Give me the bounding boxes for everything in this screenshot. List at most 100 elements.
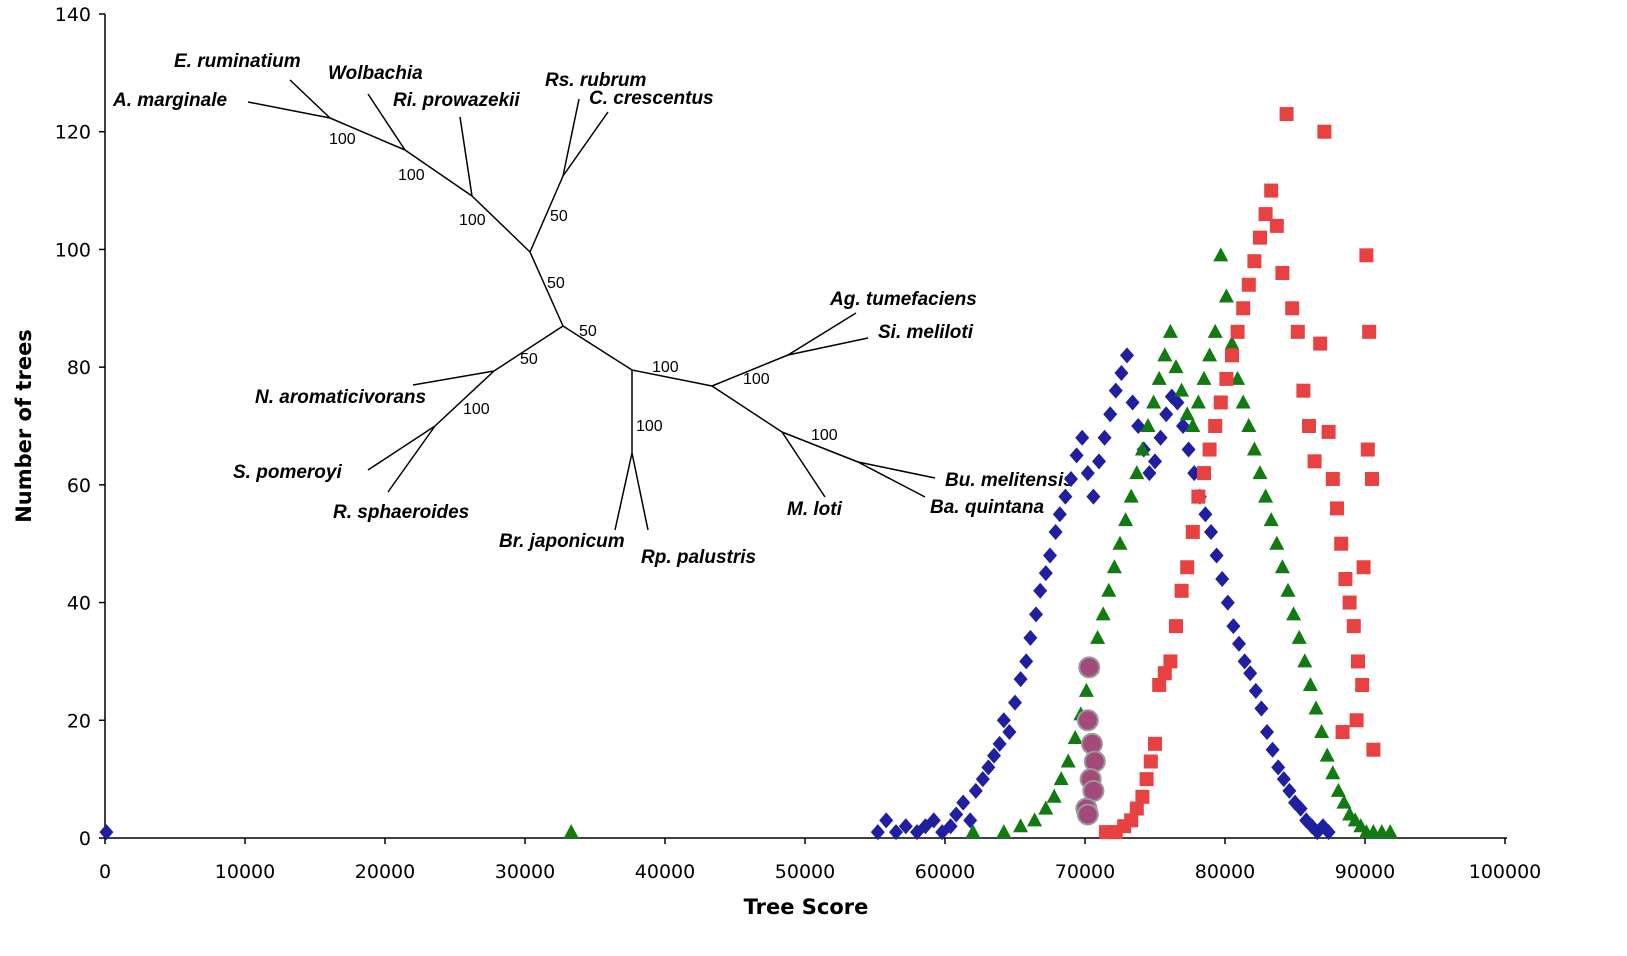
taxon-label: C. crescentus [589,88,714,109]
data-point [1129,465,1145,480]
data-point [1081,732,1103,755]
data-point [1204,523,1218,540]
data-point [1076,803,1099,826]
data-point [1157,347,1173,362]
data-point [1241,418,1257,432]
data-point [943,818,958,835]
x-axis-title: Tree Score [744,895,869,919]
data-point [1140,418,1156,432]
data-point [879,812,894,829]
data-point [1146,394,1162,409]
series-square [1099,107,1381,840]
data-point [889,824,903,841]
data-point [1170,394,1185,411]
data-point [1135,789,1150,804]
y-ticks: 0 20 40 60 80 100 120 140 [55,4,105,850]
data-point [1235,394,1251,409]
data-point [1213,395,1228,410]
data-point [1097,429,1112,446]
data-point [1053,771,1069,786]
data-point [1336,794,1352,809]
data-point [1325,765,1341,780]
data-point [1271,759,1286,776]
data-point [1365,471,1379,486]
data-point [1241,277,1256,292]
data-point [1307,454,1322,469]
data-point [1023,629,1038,646]
data-point [968,782,983,799]
data-point [1237,653,1252,670]
series-diamond [99,347,1336,841]
data-point [1033,582,1048,599]
series-circle [1075,656,1106,826]
y-tick-label: 60 [67,475,91,497]
bootstrap-label: 100 [463,401,490,418]
data-point [1226,618,1241,635]
data-point [1342,595,1357,610]
data-point [1134,441,1150,456]
x-tick-label: 70000 [1055,861,1115,883]
data-point [1029,606,1043,623]
taxon-label: S. pomeroyi [233,462,342,483]
data-point [1052,506,1067,523]
data-point [1254,700,1269,717]
x-ticks: 0 10000 20000 30000 40000 50000 60000 70000 8000… [99,838,1541,883]
data-point [1139,772,1154,787]
data-point [1264,183,1279,198]
data-point [1279,107,1294,122]
data-point [1317,124,1332,139]
data-point [949,806,964,823]
data-point [1101,582,1117,597]
data-point [1209,547,1224,564]
data-point [1174,382,1190,397]
x-tick-label: 80000 [1195,861,1255,883]
data-point [1067,729,1083,744]
data-point [1043,547,1057,564]
data-point [1382,824,1398,839]
bootstrap-label: 50 [520,351,538,368]
tree-branches [247,79,936,531]
taxon-label: Ag. tumefaciens [829,289,977,310]
data-point [1290,324,1305,339]
taxon-label: Si. meliloti [878,322,974,343]
data-point [1247,254,1262,269]
data-point [1027,812,1043,827]
data-point [1163,654,1178,669]
data-point [1196,370,1212,385]
data-point [1338,572,1353,587]
data-point [1174,583,1189,598]
taxon-label: N. aromaticivorans [255,387,426,408]
data-point [965,824,981,839]
data-point [1013,671,1028,688]
data-point [1152,677,1167,692]
data-point [996,824,1012,839]
data-point [1346,619,1361,634]
data-point [1008,694,1022,711]
data-point [1302,419,1316,433]
bootstrap-label: 100 [398,167,425,184]
data-point [975,771,990,788]
data-point [1038,565,1053,582]
data-point [1092,453,1106,470]
data-point [1276,771,1291,788]
x-tick-label: 100000 [1469,861,1542,883]
y-tick-label: 40 [67,593,91,615]
data-point [1075,429,1090,446]
data-point [1248,682,1263,699]
data-point [1275,265,1290,280]
y-tick-label: 80 [67,357,91,379]
data-point [1060,753,1076,768]
data-point [1180,560,1195,575]
data-point [1191,489,1206,504]
data-point [1293,800,1308,817]
data-point [1260,724,1274,741]
data-point [1019,653,1034,670]
axes [104,14,1507,839]
data-point [1124,813,1139,828]
data-point [1282,782,1297,799]
y-tick-label: 120 [55,122,91,144]
data-point [1308,700,1324,715]
data-point [981,759,996,776]
data-point [1106,559,1122,574]
data-point [1143,754,1158,769]
